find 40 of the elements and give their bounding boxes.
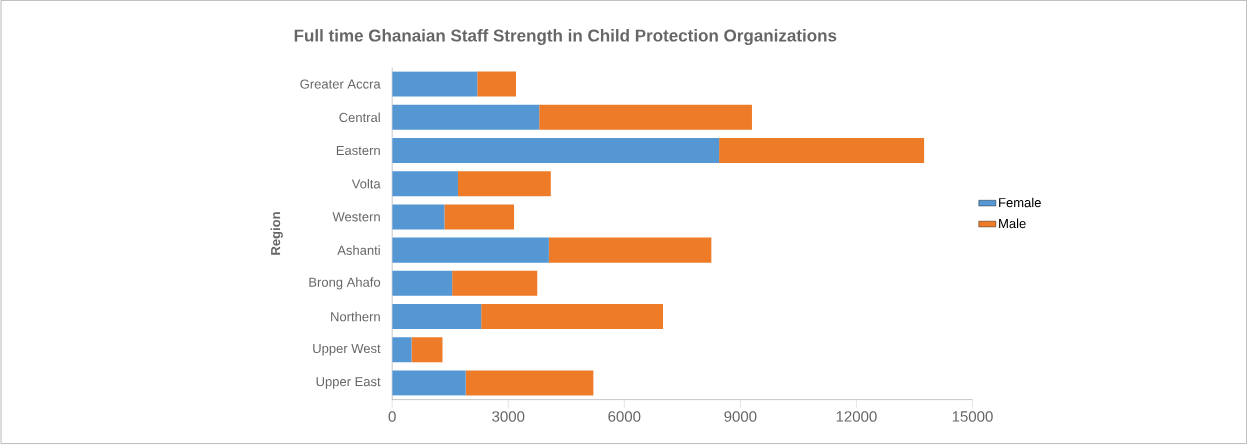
x-tick-label: 0 (388, 411, 396, 422)
bar (719, 138, 925, 164)
x-tick-label: 12000 (836, 411, 877, 422)
bar (392, 237, 549, 263)
bar (392, 71, 478, 97)
bar (477, 71, 516, 97)
legend-label: Male (999, 218, 1026, 229)
bar (392, 104, 540, 130)
y-tick-label: Greater Accra (300, 79, 381, 89)
bar (452, 271, 538, 297)
y-tick-label: Volta (351, 179, 381, 189)
x-tick-label: 15000 (952, 411, 993, 422)
bar (539, 104, 752, 130)
bar (481, 304, 663, 330)
y-tick-label: Brong Ahafo (309, 277, 381, 290)
bar (392, 271, 453, 297)
chart-title: Full time Ghanaian Staff Strength in Child Protection Organizations (294, 29, 837, 46)
bar (457, 171, 551, 197)
y-tick-label: Ashanti (337, 245, 380, 256)
y-tick-label: Eastern (336, 146, 380, 156)
bar (392, 304, 482, 330)
bar (444, 204, 515, 230)
y-tick-label: Upper West (313, 344, 381, 356)
bar (411, 337, 443, 363)
x-tick-label: 9000 (724, 411, 757, 422)
bar (392, 204, 445, 230)
bar (392, 337, 412, 363)
bar (392, 171, 458, 197)
bar (392, 138, 720, 164)
y-tick-label: Northern (331, 311, 380, 322)
y-tick-label: Central (339, 112, 380, 123)
bar (465, 370, 594, 396)
bar (548, 237, 712, 263)
x-tick-label: 6000 (608, 411, 641, 422)
bar (392, 370, 466, 396)
y-tick-label: Upper East (316, 377, 381, 389)
legend-label: Female (999, 197, 1041, 208)
y-axis-title: Region (270, 212, 283, 255)
x-tick-label: 3000 (492, 411, 525, 422)
y-tick-label: Western (332, 212, 380, 222)
